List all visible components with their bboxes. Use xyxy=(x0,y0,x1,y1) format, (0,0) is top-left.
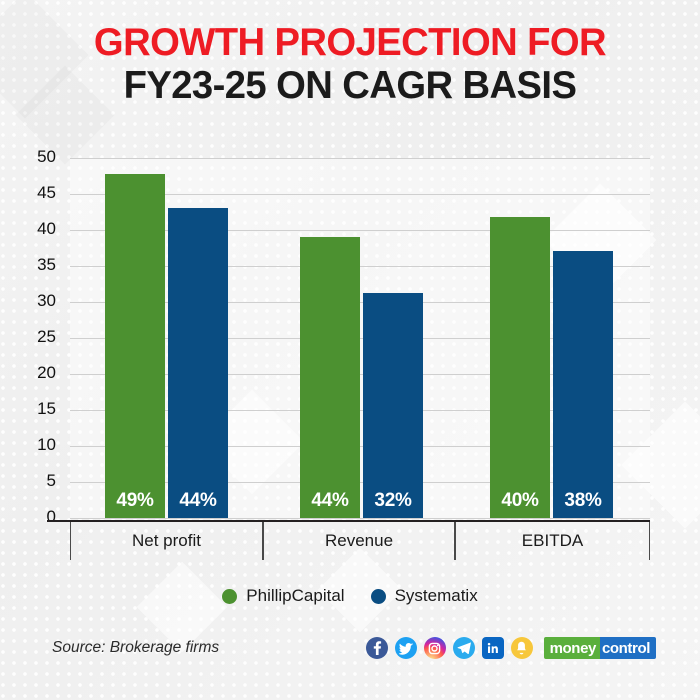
logo-control-text: control xyxy=(599,637,656,659)
x-axis-category-ebitda: EBITDA xyxy=(455,522,650,560)
x-axis-category-band: Net profit Revenue EBITDA xyxy=(70,522,650,560)
legend-label: PhillipCapital xyxy=(246,586,345,605)
bar-value-label: 32% xyxy=(374,490,412,511)
legend-swatch-icon xyxy=(370,588,386,604)
x-axis-category-revenue: Revenue xyxy=(263,522,455,560)
facebook-icon[interactable] xyxy=(365,637,388,659)
gridline xyxy=(70,482,650,483)
plot-area: 49% 44% 44% 32% 40% 38% xyxy=(70,158,650,519)
bar-net-profit-phillipcapital: 49% xyxy=(105,173,165,518)
y-axis-tick-label: 25 xyxy=(37,327,56,346)
moneycontrol-app-icon[interactable] xyxy=(510,637,533,659)
bar-ebitda-systematix: 38% xyxy=(553,250,613,518)
y-axis-tick-label: 50 xyxy=(37,147,56,166)
bar-value-label: 38% xyxy=(564,490,602,511)
moneycontrol-logo[interactable]: money control xyxy=(543,637,656,659)
bar-ebitda-phillipcapital: 40% xyxy=(490,217,550,518)
y-axis-tick-label: 35 xyxy=(37,255,56,274)
chart-legend: PhillipCapital Systematix xyxy=(0,586,700,606)
y-axis-tick-label: 0 xyxy=(46,507,56,526)
y-axis-tick-label: 15 xyxy=(37,399,56,418)
x-axis-line xyxy=(47,520,650,522)
y-axis-tick-label: 45 xyxy=(37,183,56,202)
bar-value-label: 44% xyxy=(179,490,217,511)
gridline xyxy=(70,410,650,411)
bar-net-profit-systematix: 44% xyxy=(168,208,228,518)
y-axis-tick-label: 5 xyxy=(46,471,56,490)
chart-title-block: GROWTH PROJECTION FOR FY23-25 ON CAGR BA… xyxy=(0,22,700,108)
gridline xyxy=(70,158,650,159)
y-axis-tick-label: 30 xyxy=(37,291,56,310)
social-icon-row: money control xyxy=(365,637,656,659)
gridline xyxy=(70,446,650,447)
logo-money-text: money xyxy=(543,637,600,659)
legend-label: Systematix xyxy=(394,586,478,605)
instagram-icon[interactable] xyxy=(423,637,446,659)
y-axis-tick-label: 10 xyxy=(37,435,56,454)
gridline xyxy=(70,338,650,339)
gridline xyxy=(70,302,650,303)
category-label: EBITDA xyxy=(521,531,584,550)
bar-revenue-systematix: 32% xyxy=(363,293,423,518)
bar-value-label: 44% xyxy=(311,490,349,511)
gridline xyxy=(70,230,650,231)
twitter-icon[interactable] xyxy=(394,637,417,659)
linkedin-icon[interactable] xyxy=(481,637,504,659)
legend-item-systematix[interactable]: Systematix xyxy=(370,586,478,606)
chart-title-line2: FY23-25 ON CAGR BASIS xyxy=(123,64,577,107)
legend-item-phillipcapital[interactable]: PhillipCapital xyxy=(222,586,345,606)
legend-swatch-icon xyxy=(222,588,238,604)
bar-revenue-phillipcapital: 44% xyxy=(300,237,360,518)
gridline xyxy=(70,518,650,519)
gridline xyxy=(70,194,650,195)
x-axis-category-net-profit: Net profit xyxy=(70,522,263,560)
y-axis-tick-label: 20 xyxy=(37,363,56,382)
y-axis-tick-label: 40 xyxy=(37,219,56,238)
category-label: Net profit xyxy=(132,531,201,550)
bar-value-label: 40% xyxy=(501,490,539,511)
gridline xyxy=(70,266,650,267)
gridline xyxy=(70,374,650,375)
bar-value-label: 49% xyxy=(116,490,154,511)
source-note: Source: Brokerage firms xyxy=(52,639,220,656)
category-label: Revenue xyxy=(324,531,394,550)
telegram-icon[interactable] xyxy=(452,637,475,659)
chart-title-line1: GROWTH PROJECTION FOR xyxy=(93,21,607,64)
